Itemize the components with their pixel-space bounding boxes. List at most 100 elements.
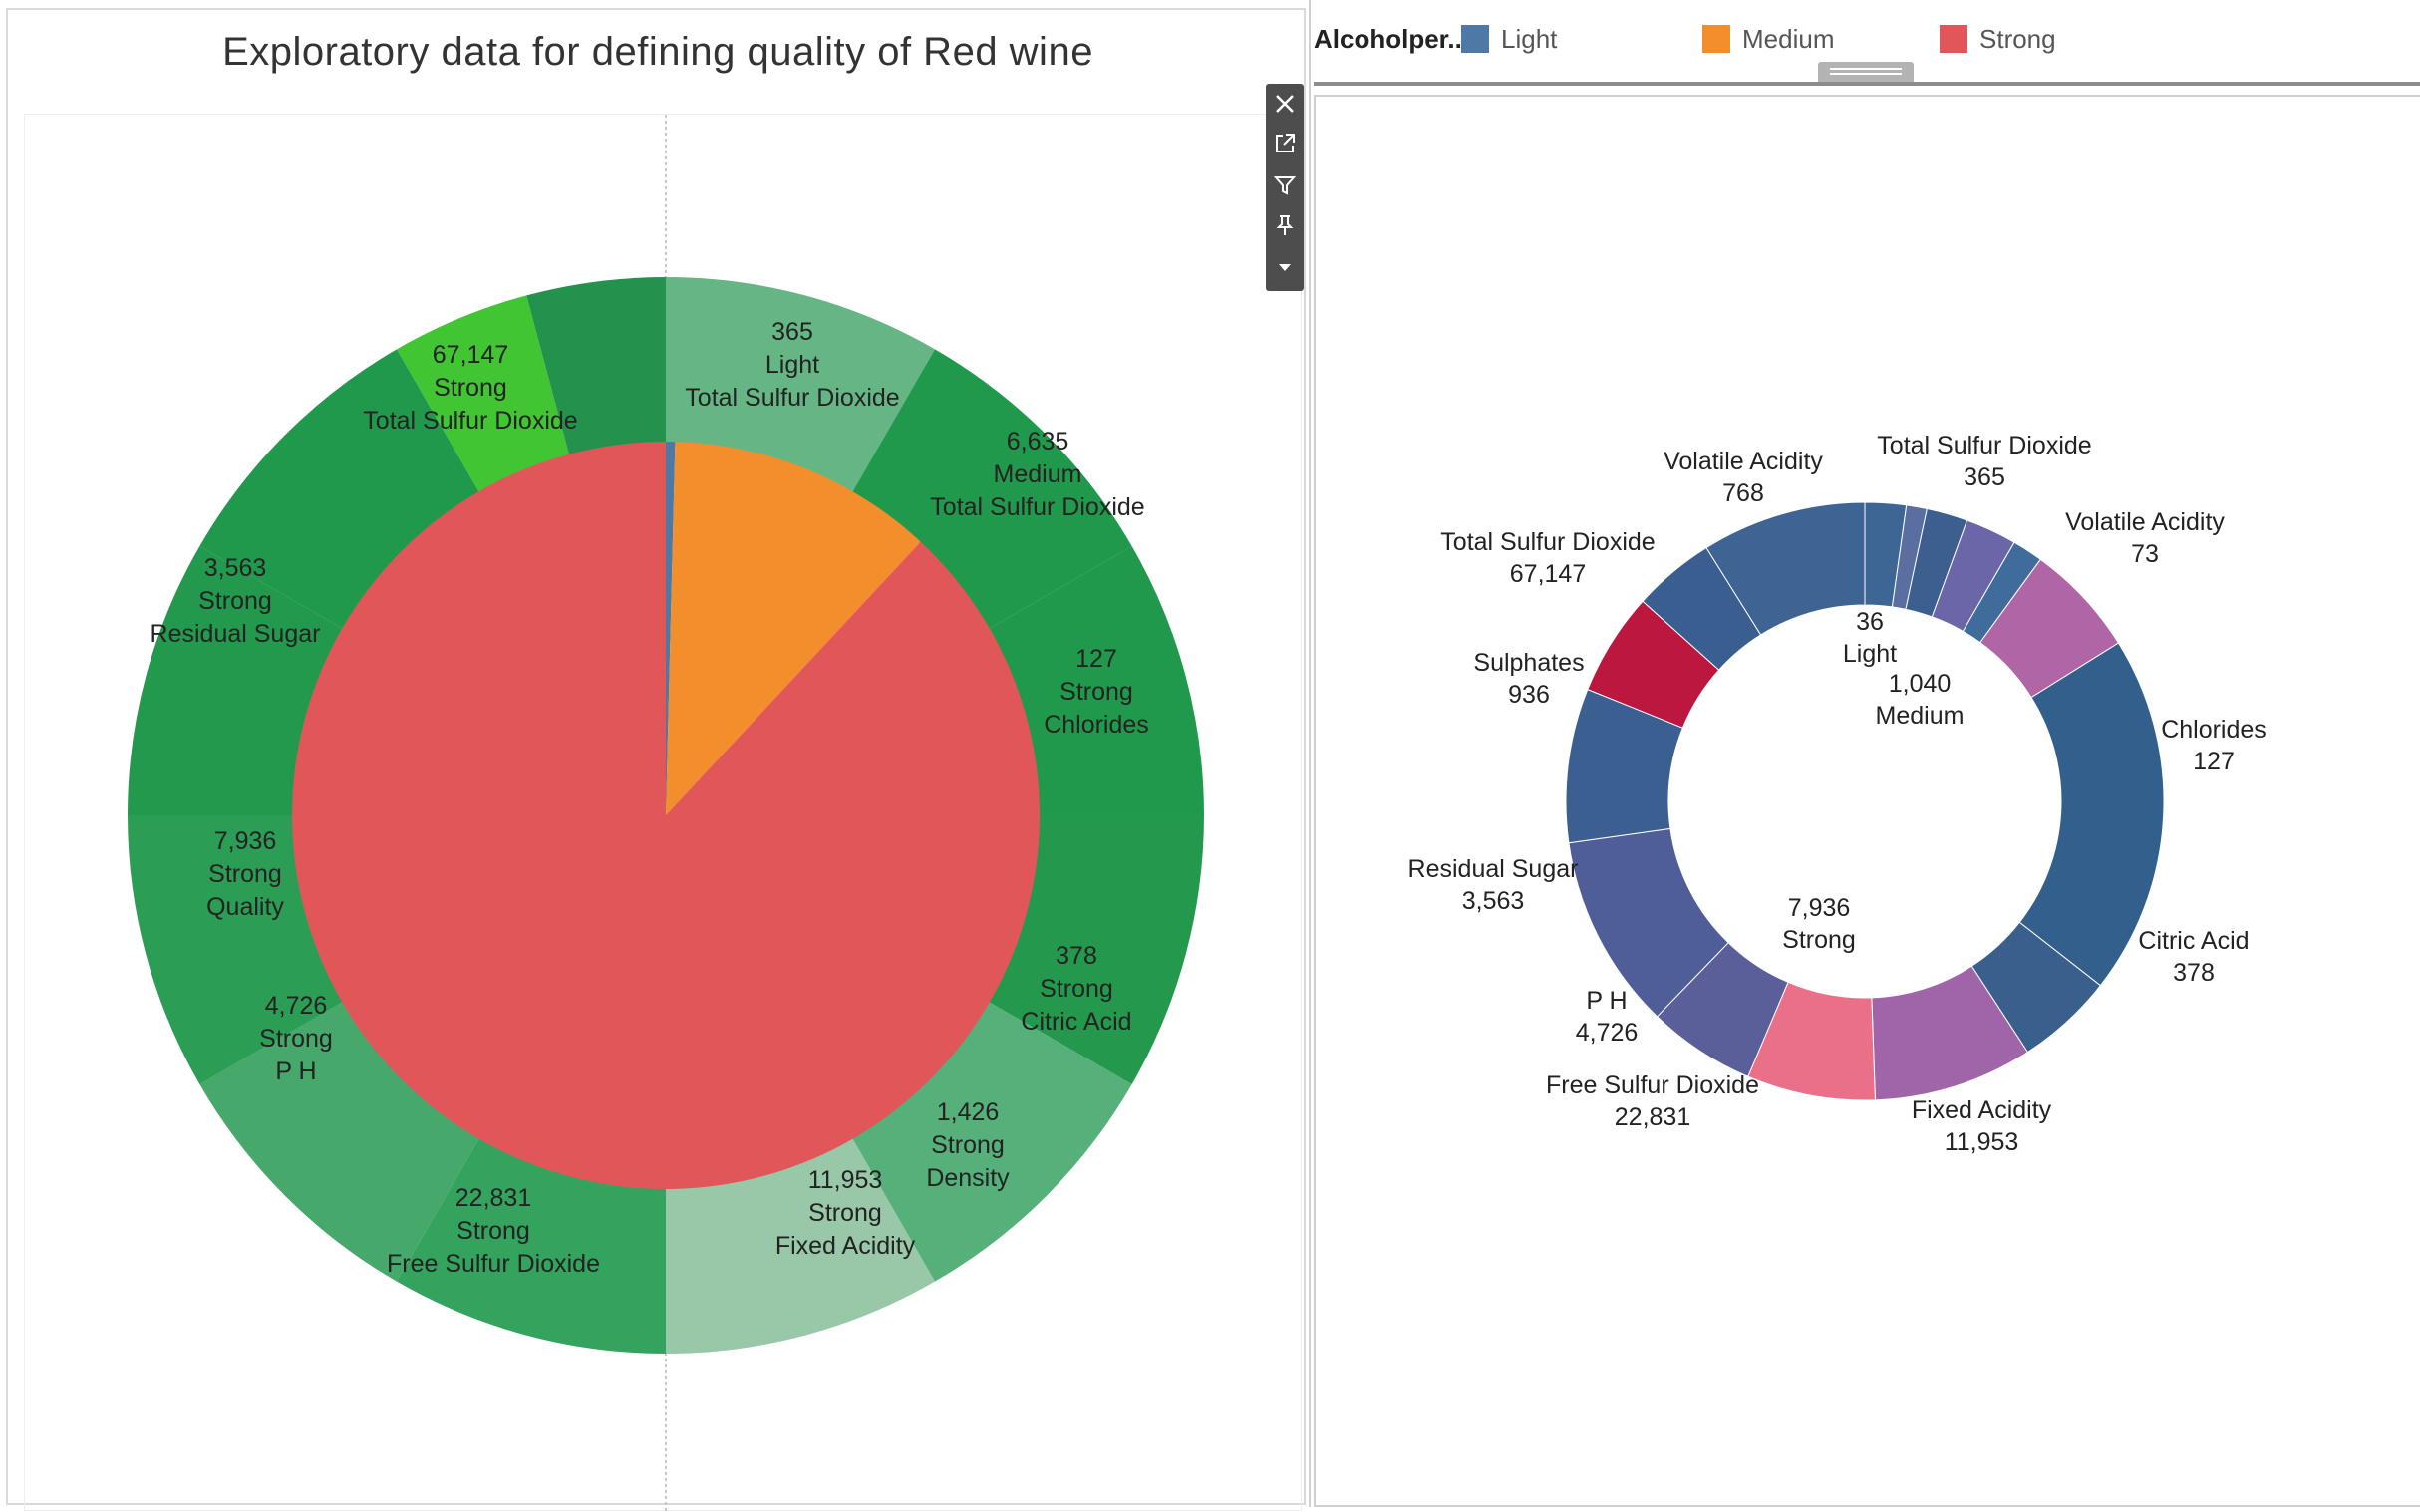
outer-ring-label-line: 365 [771, 318, 813, 346]
donut-center-label: 1,040 Medium [1876, 670, 1965, 730]
outer-ring-segment[interactable] [128, 815, 346, 1084]
donut-segment-label: Residual Sugar 3,563 [1408, 855, 1579, 915]
filter-button[interactable] [1266, 165, 1304, 205]
outer-ring-segment[interactable] [128, 546, 346, 815]
outer-ring-segment[interactable] [850, 349, 1132, 631]
pin-button[interactable] [1266, 205, 1304, 245]
outer-ring-label-line: 4,726 [265, 992, 328, 1020]
outer-ring-segment[interactable] [986, 815, 1204, 1084]
donut-segment-label: Chlorides 127 [2161, 716, 2267, 775]
outer-ring-label-line: Total Sulfur Dioxide [930, 493, 1144, 521]
donut-segment-label-line: 768 [1722, 479, 1764, 507]
outer-ring-segment[interactable] [666, 1135, 935, 1354]
outer-ring-label-line: Chlorides [1044, 711, 1149, 739]
donut-segment-label-line: 936 [1508, 681, 1550, 709]
donut-labels: Total Sulfur Dioxide 365 Volatile Acidity 7… [1408, 432, 2267, 1156]
donut-ring [1565, 501, 2165, 1101]
donut-segment-label-line: 22,831 [1615, 1103, 1690, 1131]
outer-ring-label-line: Fixed Acidity [775, 1232, 916, 1260]
outer-ring-label: 6,635 Medium Total Sulfur Dioxide [930, 428, 1144, 521]
donut-segment[interactable] [1705, 501, 1866, 636]
close-icon [1276, 95, 1294, 113]
outer-ring-label-line: Free Sulfur Dioxide [387, 1250, 600, 1278]
outer-ring-segment[interactable] [199, 1000, 481, 1282]
resize-grip[interactable] [1818, 62, 1914, 82]
donut-segment-label: Volatile Acidity 73 [2065, 508, 2225, 568]
legend-swatch-medium [1702, 25, 1730, 53]
outer-ring-label: 1,426 Strong Density [926, 1098, 1010, 1192]
donut-segment-label-line: 11,953 [1945, 1128, 2019, 1156]
outer-ring-labels: 365 Light Total Sulfur Dioxide 6,635 Medium T… [151, 318, 1149, 1278]
outer-ring-segment[interactable] [397, 1135, 666, 1354]
outer-ring-label-line: 67,147 [433, 341, 508, 369]
donut-segment-label-line: 127 [2193, 748, 2235, 775]
outer-ring-label: 365 Light Total Sulfur Dioxide [685, 318, 899, 412]
pin-icon [1276, 215, 1294, 235]
donut-segment-label: P H 4,726 [1576, 987, 1639, 1047]
inner-pie-slice-medium[interactable] [666, 442, 921, 815]
worksheet-toolbar [1266, 84, 1304, 291]
donut-center-label: 36 Light [1843, 608, 1897, 668]
outer-ring-label-line: P H [275, 1058, 316, 1085]
donut-segment[interactable] [2018, 642, 2165, 987]
outer-ring-segment[interactable] [666, 277, 935, 495]
right-donut-chart: Total Sulfur Dioxide 365 Volatile Acidity 7… [1408, 432, 2267, 1156]
outer-ring-label-line: Strong [456, 1217, 530, 1245]
donut-segment-label: Free Sulfur Dioxide 22,831 [1546, 1071, 1759, 1131]
outer-ring-label: 67,147 Strong Total Sulfur Dioxide [363, 341, 577, 435]
donut-segment-label-line: Residual Sugar [1408, 855, 1579, 883]
donut-segment-label-line: P H [1586, 987, 1627, 1015]
outer-ring-label-line: Strong [1059, 678, 1133, 706]
donut-center-label-line: 1,040 [1889, 670, 1952, 698]
pop-out-button[interactable] [1266, 124, 1304, 163]
inner-pie-slice-light[interactable] [666, 442, 676, 815]
donut-segment-label-line: 73 [2131, 540, 2159, 568]
outer-ring-label-line: 378 [1056, 942, 1097, 970]
outer-ring-label-line: Total Sulfur Dioxide [363, 407, 577, 435]
donut-segment-label-line: 3,563 [1462, 887, 1525, 915]
left-chart-panel: Exploratory data for defining quality of… [6, 8, 1306, 1512]
legend-swatch-light [1461, 25, 1489, 53]
donut-segment-label: Citric Acid 378 [2138, 927, 2249, 987]
donut-segment-label-line: Volatile Acidity [2065, 508, 2225, 536]
left-plot-area: 365 Light Total Sulfur Dioxide 6,635 Medium T… [24, 114, 1302, 1512]
donut-segment-label-line: Sulphates [1473, 649, 1584, 677]
panel-divider[interactable] [1309, 0, 1311, 1507]
outer-ring-segment[interactable] [199, 349, 481, 631]
panel-top-border [1314, 82, 2420, 86]
dropdown-icon [1279, 264, 1291, 271]
legend-swatch-strong [1940, 25, 1967, 53]
donut-center-label: 7,936 Strong [1782, 894, 1856, 954]
donut-segment-label-line: Free Sulfur Dioxide [1546, 1071, 1759, 1099]
outer-ring-label-line: 3,563 [204, 554, 267, 582]
donut-segment-label: Volatile Acidity 768 [1664, 448, 1823, 507]
close-button[interactable] [1266, 84, 1304, 124]
inner-pie [291, 442, 1040, 1190]
donut-segment-label-line: Total Sulfur Dioxide [1440, 528, 1655, 556]
donut-segment-label-line: Total Sulfur Dioxide [1877, 432, 2091, 459]
outer-ring-label-line: Strong [259, 1025, 333, 1053]
outer-ring-segment[interactable] [986, 546, 1204, 815]
outer-ring-label-line: 7,936 [214, 827, 277, 855]
filter-icon [1273, 176, 1297, 195]
outer-ring-segment[interactable] [850, 1000, 1132, 1282]
outer-ring-label-line: Quality [206, 893, 284, 921]
donut-center-label-line: Strong [1782, 926, 1856, 954]
outer-ring-label-line: 127 [1075, 645, 1117, 673]
more-options-button[interactable] [1266, 247, 1304, 287]
donut-segment-label-line: Volatile Acidity [1664, 448, 1823, 475]
outer-ring-label: 11,953 Strong Fixed Acidity [775, 1166, 916, 1260]
inner-pie-slice-strong[interactable] [291, 442, 1040, 1190]
outer-ring-label-line: Strong [198, 587, 272, 615]
right-chart-panel: Total Sulfur Dioxide 365 Volatile Acidity 7… [1314, 95, 2420, 1507]
outer-ring-label-line: Light [765, 351, 819, 379]
outer-ring-label-line: 6,635 [1007, 428, 1069, 455]
donut-center-label-line: Light [1843, 640, 1897, 668]
outer-ring-label: 127 Strong Chlorides [1044, 645, 1149, 739]
outer-ring-label-line: 1,426 [937, 1098, 1000, 1126]
outer-ring-segment[interactable] [397, 295, 570, 495]
outer-ring-segment[interactable] [526, 277, 666, 458]
outer-ring-label: 378 Strong Citric Acid [1021, 942, 1131, 1036]
donut-segment-label-line: Chlorides [2161, 716, 2267, 744]
legend-label-light: Light [1501, 24, 1558, 54]
